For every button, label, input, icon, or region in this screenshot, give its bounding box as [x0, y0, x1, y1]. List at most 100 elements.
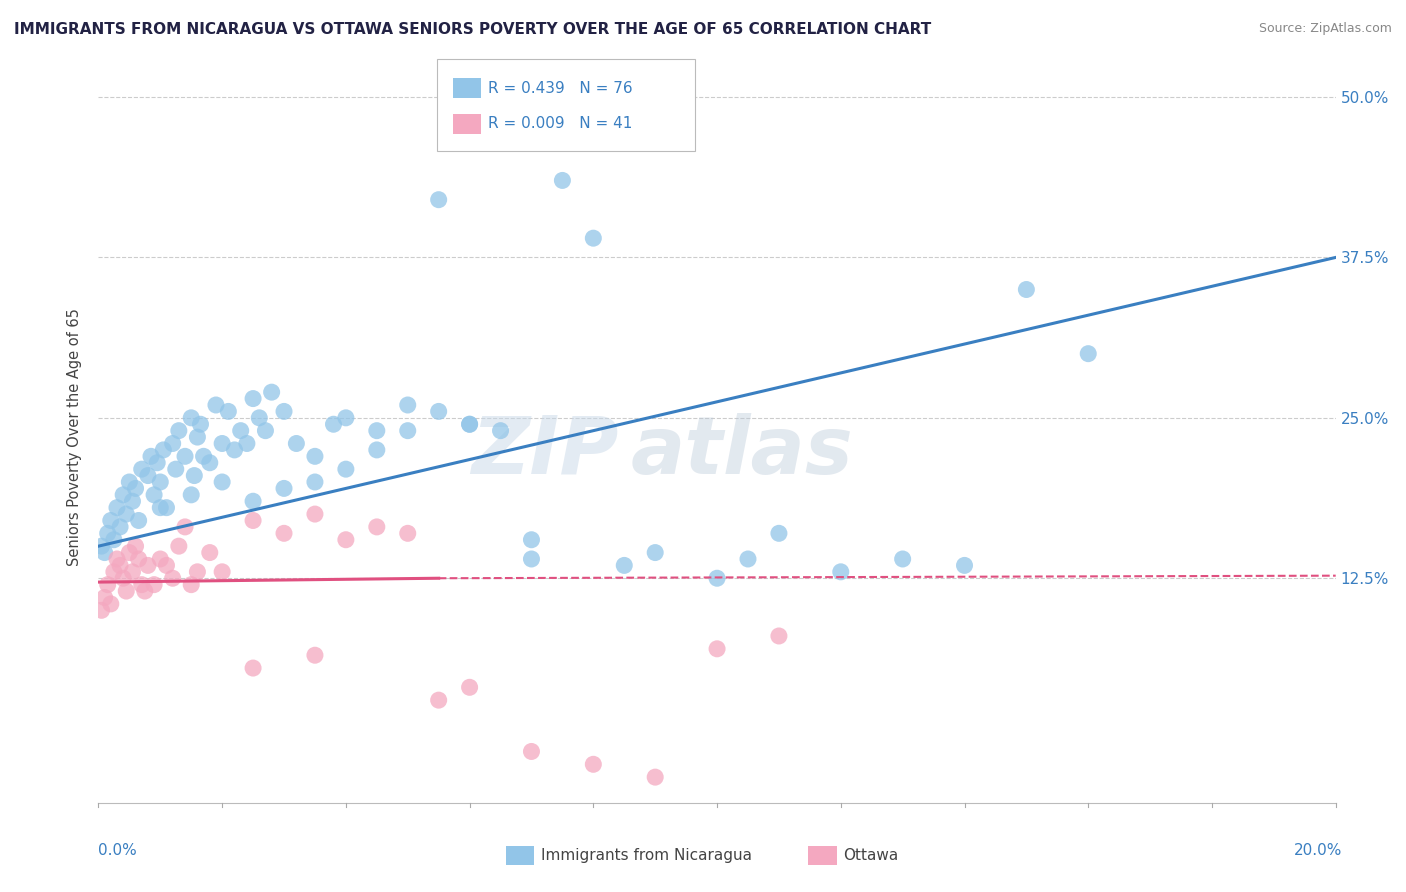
Point	[103, 533, 125, 547]
Point	[768, 629, 790, 643]
Point	[891, 552, 914, 566]
Point	[1077, 346, 1099, 360]
Point	[427, 404, 450, 418]
Point	[97, 526, 120, 541]
Text: Source: ZipAtlas.com: Source: ZipAtlas.com	[1258, 22, 1392, 36]
Point	[193, 450, 215, 464]
Point	[93, 545, 115, 559]
Point	[520, 533, 543, 547]
Point	[304, 450, 326, 464]
Point	[458, 417, 481, 432]
Point	[830, 565, 852, 579]
Point	[108, 520, 131, 534]
Point	[953, 558, 976, 573]
Text: Ottawa: Ottawa	[844, 848, 898, 863]
Point	[582, 231, 605, 245]
Point	[211, 475, 233, 489]
Point	[335, 410, 357, 425]
Point	[205, 398, 228, 412]
Point	[247, 410, 270, 425]
Point	[242, 514, 264, 528]
Y-axis label: Seniors Poverty Over the Age of 65: Seniors Poverty Over the Age of 65	[67, 308, 83, 566]
Point	[155, 500, 177, 515]
Point	[304, 648, 326, 663]
Text: 20.0%: 20.0%	[1295, 843, 1343, 858]
Point	[143, 488, 166, 502]
Point	[118, 475, 141, 489]
Point	[121, 565, 143, 579]
Point	[242, 494, 264, 508]
Point	[149, 552, 172, 566]
Point	[115, 584, 138, 599]
Point	[112, 571, 135, 585]
Point	[242, 661, 264, 675]
Point	[136, 558, 159, 573]
Point	[304, 475, 326, 489]
Point	[273, 526, 295, 541]
Point	[582, 757, 605, 772]
Point	[136, 468, 159, 483]
Point	[458, 417, 481, 432]
Point	[236, 436, 259, 450]
Point	[112, 488, 135, 502]
Point	[396, 424, 419, 438]
Point	[131, 577, 153, 591]
Point	[322, 417, 344, 432]
Point	[97, 577, 120, 591]
Point	[105, 552, 128, 566]
Point	[167, 424, 190, 438]
Point	[211, 436, 233, 450]
Point	[366, 442, 388, 457]
Point	[186, 565, 208, 579]
Point	[124, 482, 146, 496]
Point	[396, 398, 419, 412]
Point	[128, 514, 150, 528]
Point	[90, 603, 112, 617]
Point	[108, 558, 131, 573]
Point	[167, 539, 190, 553]
Text: R = 0.009   N = 41: R = 0.009 N = 41	[488, 117, 633, 131]
Point	[489, 424, 512, 438]
Point	[180, 488, 202, 502]
Point	[90, 539, 112, 553]
Text: IMMIGRANTS FROM NICARAGUA VS OTTAWA SENIORS POVERTY OVER THE AGE OF 65 CORRELATI: IMMIGRANTS FROM NICARAGUA VS OTTAWA SENI…	[14, 22, 931, 37]
Point	[146, 456, 169, 470]
Point	[143, 577, 166, 591]
Point	[242, 392, 264, 406]
Point	[768, 526, 790, 541]
Point	[103, 565, 125, 579]
Point	[152, 442, 174, 457]
Point	[186, 430, 208, 444]
Point	[254, 424, 277, 438]
Point	[183, 468, 205, 483]
Point	[551, 173, 574, 187]
Point	[180, 410, 202, 425]
Point	[139, 450, 162, 464]
Point	[520, 552, 543, 566]
Point	[134, 584, 156, 599]
Point	[644, 770, 666, 784]
Point	[427, 193, 450, 207]
Text: atlas: atlas	[630, 413, 853, 491]
Point	[366, 424, 388, 438]
Point	[224, 442, 246, 457]
Point	[128, 552, 150, 566]
Point	[427, 693, 450, 707]
Point	[211, 565, 233, 579]
Point	[198, 456, 221, 470]
Point	[165, 462, 187, 476]
Point	[93, 591, 115, 605]
Point	[396, 526, 419, 541]
Point	[229, 424, 252, 438]
Point	[366, 520, 388, 534]
Point	[162, 571, 184, 585]
Point	[304, 507, 326, 521]
Text: 0.0%: 0.0%	[98, 843, 138, 858]
Point	[260, 385, 283, 400]
Point	[198, 545, 221, 559]
Point	[174, 450, 197, 464]
Point	[285, 436, 308, 450]
Point	[273, 404, 295, 418]
Point	[335, 533, 357, 547]
Point	[162, 436, 184, 450]
